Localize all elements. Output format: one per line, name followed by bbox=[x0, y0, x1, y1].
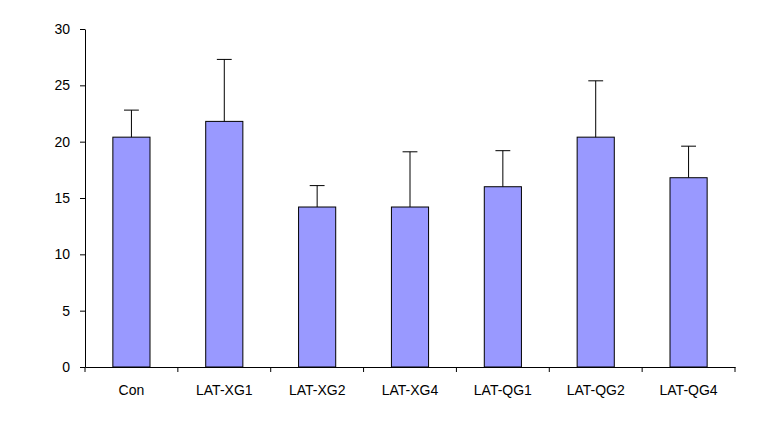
y-axis-line bbox=[85, 30, 86, 368]
x-separator bbox=[549, 367, 550, 372]
x-tick: Con bbox=[119, 367, 145, 398]
y-tick-label: 15 bbox=[54, 190, 70, 206]
error-cap bbox=[124, 110, 139, 111]
x-separator bbox=[456, 367, 457, 372]
y-tick: 0 bbox=[62, 359, 85, 375]
y-tick: 25 bbox=[54, 77, 85, 93]
x-tick-label: LAT-XG1 bbox=[196, 382, 253, 398]
error-bar bbox=[681, 146, 696, 178]
y-tick-mark bbox=[80, 142, 85, 143]
y-tick-mark bbox=[80, 254, 85, 255]
bar bbox=[299, 207, 336, 367]
y-axis: 0 5 10 15 20 25 30 bbox=[54, 21, 85, 375]
bar bbox=[391, 207, 428, 367]
bar bbox=[577, 137, 614, 367]
x-tick: LAT-QG2 bbox=[567, 367, 625, 398]
y-tick-label: 5 bbox=[62, 303, 70, 319]
error-stem bbox=[317, 186, 318, 207]
x-tick: LAT-QG4 bbox=[660, 367, 718, 398]
error-cap bbox=[681, 146, 696, 147]
x-tick: LAT-QG1 bbox=[474, 367, 532, 398]
error-bar bbox=[588, 81, 603, 137]
bar bbox=[206, 121, 243, 367]
y-tick: 10 bbox=[54, 246, 85, 262]
y-tick: 20 bbox=[54, 134, 85, 150]
error-cap bbox=[495, 150, 510, 151]
y-tick-mark bbox=[80, 85, 85, 86]
x-axis: Con LAT-XG1 LAT-XG2 LAT-XG4 LAT-QG1 LAT-QG2 LA… bbox=[85, 367, 736, 398]
error-stem bbox=[131, 110, 132, 137]
bar bbox=[484, 187, 521, 367]
y-tick-label: 30 bbox=[54, 21, 70, 37]
bar bbox=[113, 137, 150, 367]
y-tick-label: 10 bbox=[54, 246, 70, 262]
error-stem bbox=[502, 151, 503, 187]
y-tick-mark bbox=[80, 311, 85, 312]
bar bbox=[670, 178, 707, 367]
marks bbox=[113, 59, 707, 367]
error-stem bbox=[688, 146, 689, 178]
y-tick-mark bbox=[80, 198, 85, 199]
x-tick-label: LAT-XG4 bbox=[382, 382, 439, 398]
plot: 0 5 10 15 20 25 30 Con LAT-XG1 LAT-XG2 LAT-XG4 LAT-… bbox=[54, 21, 735, 398]
error-bar bbox=[495, 151, 510, 187]
x-separators bbox=[85, 367, 735, 372]
x-tick-label: LAT-QG1 bbox=[474, 382, 532, 398]
y-tick: 30 bbox=[54, 21, 85, 37]
error-cap bbox=[310, 185, 325, 186]
x-tick-label: Con bbox=[119, 382, 145, 398]
x-tick: LAT-XG4 bbox=[382, 367, 439, 398]
y-tick-label: 25 bbox=[54, 77, 70, 93]
x-tick-label: LAT-XG2 bbox=[289, 382, 346, 398]
error-stem bbox=[224, 59, 225, 121]
y-tick: 15 bbox=[54, 190, 85, 206]
x-separator bbox=[177, 367, 178, 372]
error-cap bbox=[588, 80, 603, 81]
error-bar bbox=[217, 59, 232, 121]
error-cap bbox=[403, 151, 418, 152]
x-separator bbox=[270, 367, 271, 372]
y-tick-mark bbox=[80, 29, 85, 30]
error-stem bbox=[595, 81, 596, 137]
error-bar bbox=[310, 186, 325, 207]
x-tick: LAT-XG2 bbox=[289, 367, 346, 398]
error-bar bbox=[403, 152, 418, 207]
x-axis-line bbox=[86, 367, 736, 368]
error-stem bbox=[410, 152, 411, 207]
y-tick-label: 20 bbox=[54, 134, 70, 150]
chart: 0 5 10 15 20 25 30 Con LAT-XG1 LAT-XG2 LAT-XG4 LAT-… bbox=[0, 0, 766, 428]
x-tick-label: LAT-QG2 bbox=[567, 382, 625, 398]
y-tick: 5 bbox=[62, 303, 85, 319]
x-tick: LAT-XG1 bbox=[196, 367, 253, 398]
y-tick-mark bbox=[80, 367, 85, 368]
y-tick-label: 0 bbox=[62, 359, 70, 375]
x-separator bbox=[363, 367, 364, 372]
x-separator bbox=[85, 367, 86, 372]
x-separator bbox=[642, 367, 643, 372]
error-cap bbox=[217, 59, 232, 60]
x-tick-label: LAT-QG4 bbox=[660, 382, 718, 398]
x-separator bbox=[735, 367, 736, 372]
error-bar bbox=[124, 110, 139, 137]
